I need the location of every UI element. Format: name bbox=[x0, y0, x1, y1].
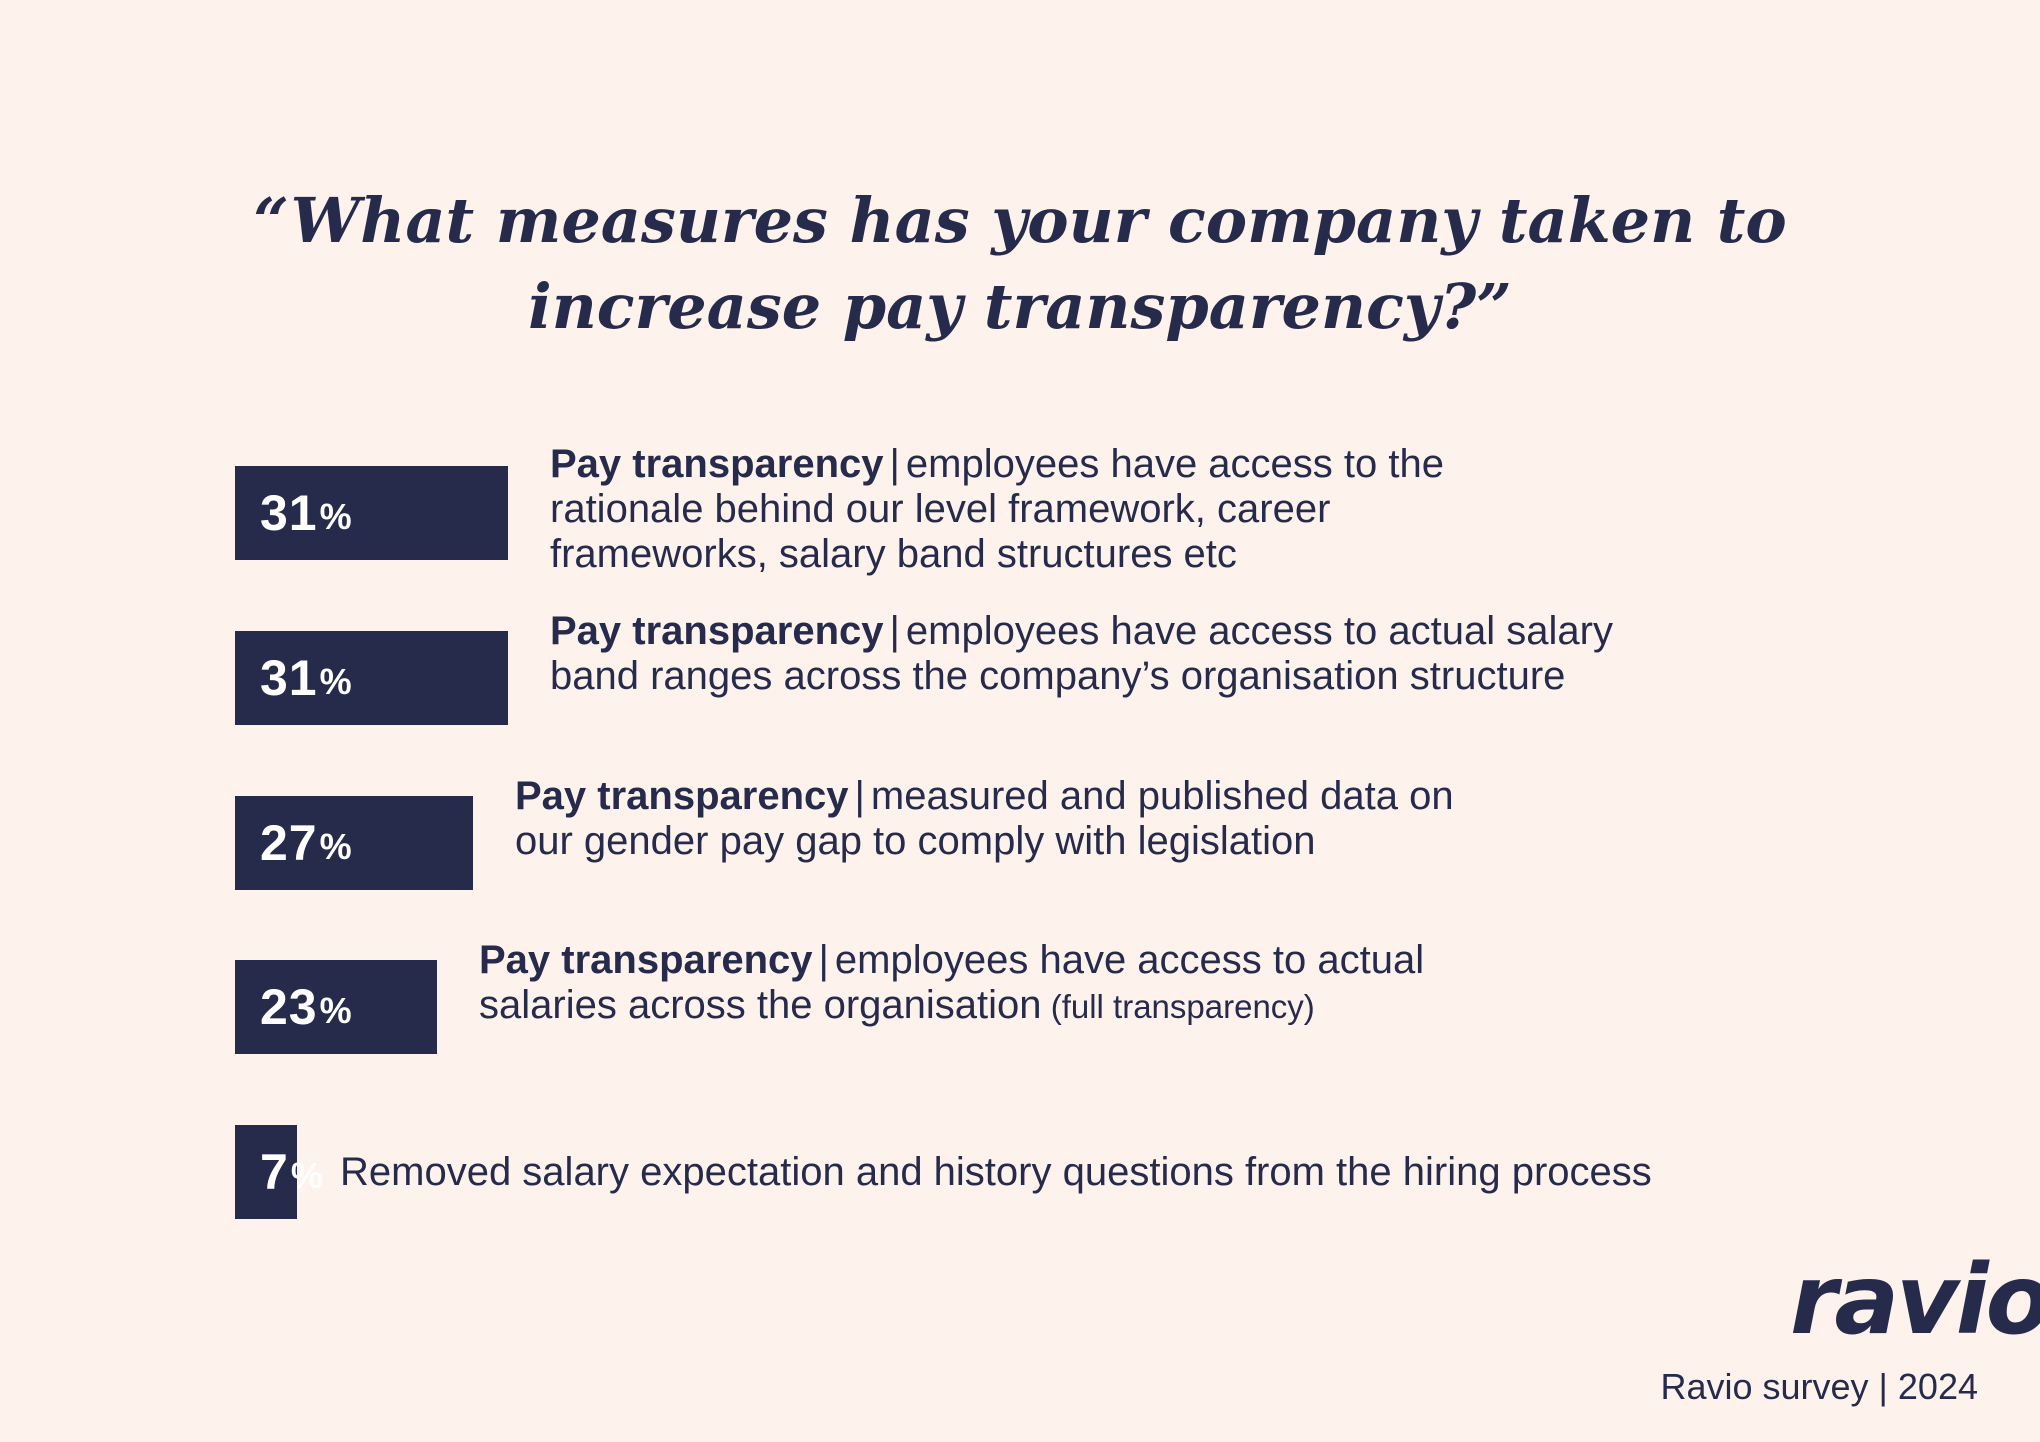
chart-title: “What measures has your company taken to… bbox=[253, 184, 1787, 343]
bar bbox=[235, 960, 437, 1054]
bar-label-line: Pay transparency | employees have access t… bbox=[550, 609, 1613, 654]
bar-label-separator: | bbox=[889, 442, 900, 486]
bar-category-label: Pay transparency | employees have access t… bbox=[479, 938, 1424, 1029]
bar-row: 31% Pay transparency | employees have acces… bbox=[0, 442, 2040, 576]
bar-label-note: (full transparency) bbox=[1041, 988, 1315, 1025]
bar-label-text: frameworks, salary band structures etc bbox=[550, 532, 1237, 576]
bar-value-label: 27% bbox=[260, 796, 353, 890]
bar-row: 27% Pay transparency | measured and publish… bbox=[0, 774, 2040, 890]
bar-category-label: Pay transparency | employees have access t… bbox=[550, 442, 1444, 577]
footer-year: 2024 bbox=[1897, 1366, 1978, 1407]
bar-label-text: measured and published data on bbox=[870, 774, 1454, 818]
bar-row: 31% Pay transparency | employees have acces… bbox=[0, 609, 2040, 725]
bar-label-separator: | bbox=[854, 774, 865, 818]
bar-category-label: Pay transparency | employees have access t… bbox=[550, 609, 1613, 699]
bar-label-text: employees have access to the bbox=[905, 442, 1444, 486]
bar-label-strong: Pay transparency bbox=[515, 774, 849, 818]
bar-label-text: employees have access to actual salary bbox=[905, 609, 1613, 653]
bar-value-number: 7 bbox=[260, 1144, 289, 1200]
bar-value-number: 31 bbox=[260, 650, 318, 706]
bar-category-label: Removed salary expectation and history q… bbox=[340, 1150, 1652, 1195]
bar bbox=[235, 796, 473, 890]
bar-label-separator: | bbox=[889, 609, 900, 653]
bar-label-line: Removed salary expectation and history q… bbox=[340, 1150, 1652, 1195]
bar-label-line: Pay transparency | employees have access t… bbox=[550, 442, 1444, 487]
bar-value-number: 31 bbox=[260, 485, 318, 541]
bar-label-text: Removed salary expectation and history q… bbox=[340, 1149, 1652, 1194]
bar-value-number: 23 bbox=[260, 979, 318, 1035]
bar bbox=[235, 1125, 297, 1219]
footer: Ravio survey | 2024 bbox=[1660, 1366, 1978, 1408]
bar-label-text: band ranges across the company’s organis… bbox=[550, 654, 1566, 698]
bar-label-line: our gender pay gap to comply with legisl… bbox=[515, 819, 1454, 864]
bar-row: 7% Removed salary expectation and history… bbox=[0, 1125, 2040, 1219]
bar-value-label: 31% bbox=[260, 631, 353, 725]
bar bbox=[235, 466, 508, 560]
bar-row: 23% Pay transparency | employees have acces… bbox=[0, 938, 2040, 1054]
bar-label-text: employees have access to actual bbox=[834, 938, 1425, 982]
bar-label-line: Pay transparency | measured and published … bbox=[515, 774, 1454, 819]
bar-label-strong: Pay transparency bbox=[550, 442, 884, 486]
bar-label-line: frameworks, salary band structures etc bbox=[550, 532, 1444, 577]
bar-label-strong: Pay transparency bbox=[479, 938, 813, 982]
ravio-logo: ravio bbox=[1790, 1244, 2040, 1356]
bar-label-text: salaries across the organisation bbox=[479, 983, 1042, 1027]
bar-label-line: rationale behind our level framework, ca… bbox=[550, 487, 1444, 532]
bar-label-text: our gender pay gap to comply with legisl… bbox=[515, 819, 1316, 863]
bar-value-label: 23% bbox=[260, 960, 353, 1054]
bar-value-unit: % bbox=[319, 990, 353, 1031]
bar bbox=[235, 631, 508, 725]
footer-source: Ravio survey bbox=[1660, 1366, 1869, 1407]
bar-label-line: Pay transparency | employees have access t… bbox=[479, 938, 1424, 983]
bar-value-unit: % bbox=[319, 661, 353, 702]
bar-value-label: 31% bbox=[260, 466, 353, 560]
bar-value-number: 27 bbox=[260, 815, 318, 871]
bar-label-strong: Pay transparency bbox=[550, 609, 884, 653]
bar-label-line: salaries across the organisation (full t… bbox=[479, 983, 1424, 1029]
bar-label-separator: | bbox=[818, 938, 829, 982]
bar-value-unit: % bbox=[319, 496, 353, 537]
bar-value-unit: % bbox=[290, 1155, 324, 1196]
bar-label-text: rationale behind our level framework, ca… bbox=[550, 487, 1331, 531]
bar-value-label: 7% bbox=[260, 1125, 324, 1219]
bar-category-label: Pay transparency | measured and published … bbox=[515, 774, 1454, 864]
footer-separator: | bbox=[1878, 1366, 1888, 1407]
bar-value-unit: % bbox=[319, 826, 353, 867]
bar-label-line: band ranges across the company’s organis… bbox=[550, 654, 1613, 699]
